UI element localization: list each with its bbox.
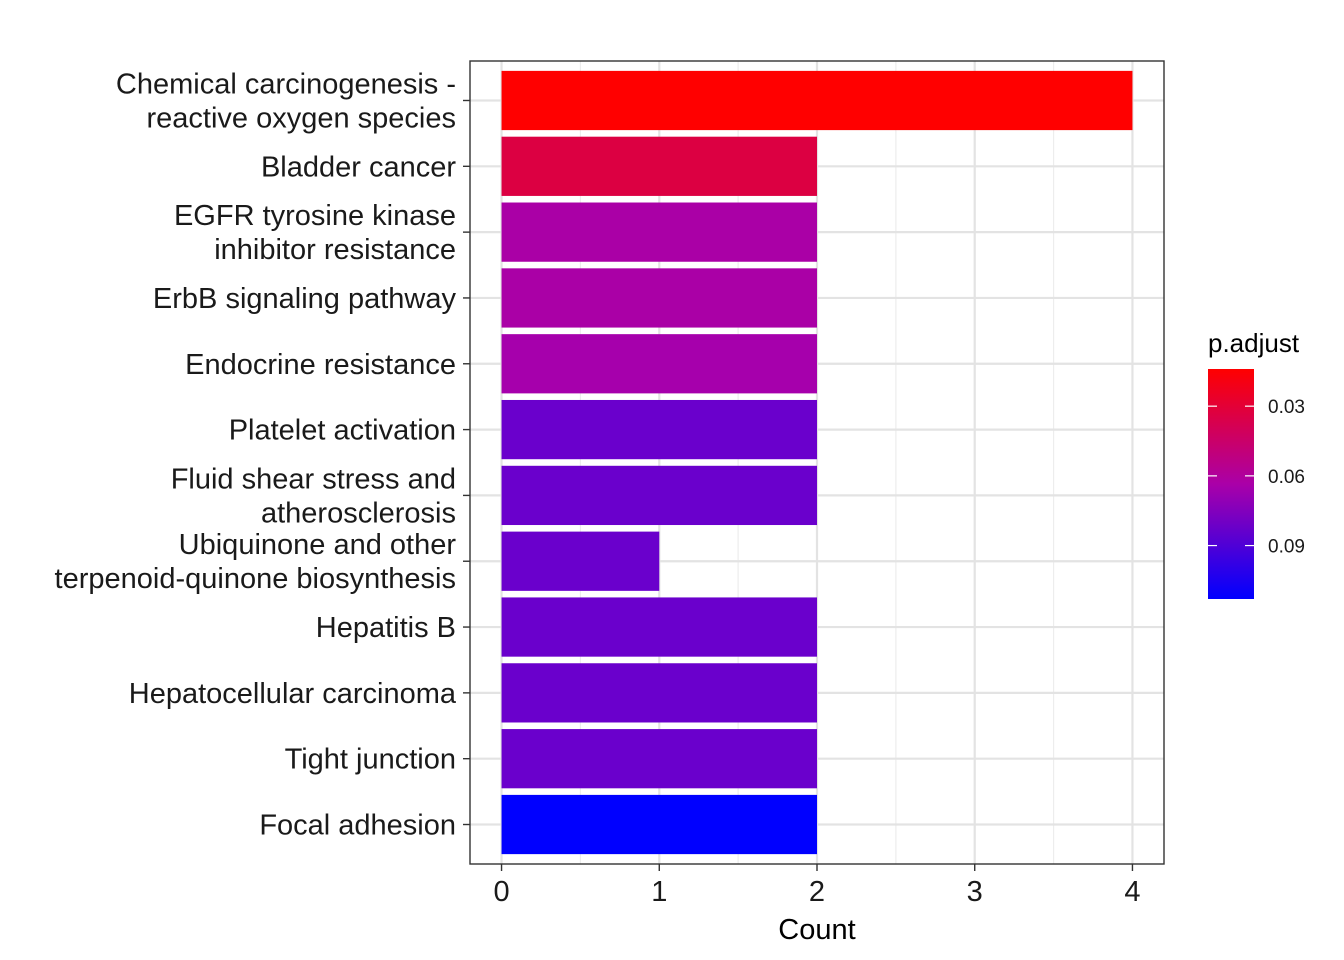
legend-ticks: 0.03 0.06 0.09 (1208, 397, 1305, 558)
bars (501, 70, 1133, 855)
x-axis-tick-labels: 0 1 2 3 4 (493, 876, 1140, 908)
x-tick-label: 2 (809, 876, 825, 908)
legend-tick-label: 0.09 (1268, 537, 1305, 558)
y-tick-label: Hepatocellular carcinoma (129, 678, 457, 710)
y-tick-label: Bladder cancer (261, 151, 456, 183)
y-tick-label: Hepatitis B (316, 612, 456, 644)
bar (501, 465, 817, 526)
bar (501, 399, 817, 460)
legend-title: p.adjust (1208, 328, 1300, 358)
y-tick-label: reactive oxygen species (147, 102, 457, 134)
y-tick-label: ErbB signaling pathway (153, 283, 457, 315)
y-tick-label: inhibitor resistance (214, 234, 456, 266)
bar (501, 334, 817, 394)
y-tick-label: Fluid shear stress and (171, 463, 456, 495)
legend-tick-label: 0.03 (1268, 397, 1305, 418)
y-axis-ticks (463, 99, 470, 826)
y-tick-label: Endocrine resistance (185, 349, 456, 381)
bar (501, 794, 817, 855)
y-axis-category-labels: Chemical carcinogenesis -reactive oxygen… (55, 68, 457, 841)
bar (501, 729, 817, 789)
y-tick-label: Ubiquinone and other (179, 529, 457, 561)
x-tick-label: 4 (1124, 876, 1140, 908)
y-tick-label: Chemical carcinogenesis - (116, 68, 456, 100)
y-tick-label: Platelet activation (229, 415, 456, 447)
bar (501, 531, 660, 591)
x-axis-ticks (500, 864, 1134, 871)
x-tick-label: 1 (651, 876, 667, 908)
bar (501, 70, 1133, 131)
y-tick-label: Focal adhesion (259, 810, 456, 842)
x-axis-title: Count (778, 914, 855, 946)
bar (501, 202, 817, 262)
y-tick-label: atherosclerosis (261, 497, 456, 529)
bar (501, 268, 817, 328)
color-legend: p.adjust 0.03 0.06 0.09 (1208, 328, 1305, 599)
y-tick-label: EGFR tyrosine kinase (174, 200, 456, 232)
y-tick-label: terpenoid-quinone biosynthesis (55, 563, 456, 595)
x-tick-label: 0 (493, 876, 509, 908)
legend-tick-label: 0.06 (1268, 467, 1305, 488)
legend-color-bar (1208, 369, 1254, 599)
bar (501, 663, 817, 723)
x-tick-label: 3 (967, 876, 983, 908)
bar (501, 597, 817, 657)
y-tick-label: Tight junction (285, 744, 456, 776)
bar (501, 136, 817, 196)
